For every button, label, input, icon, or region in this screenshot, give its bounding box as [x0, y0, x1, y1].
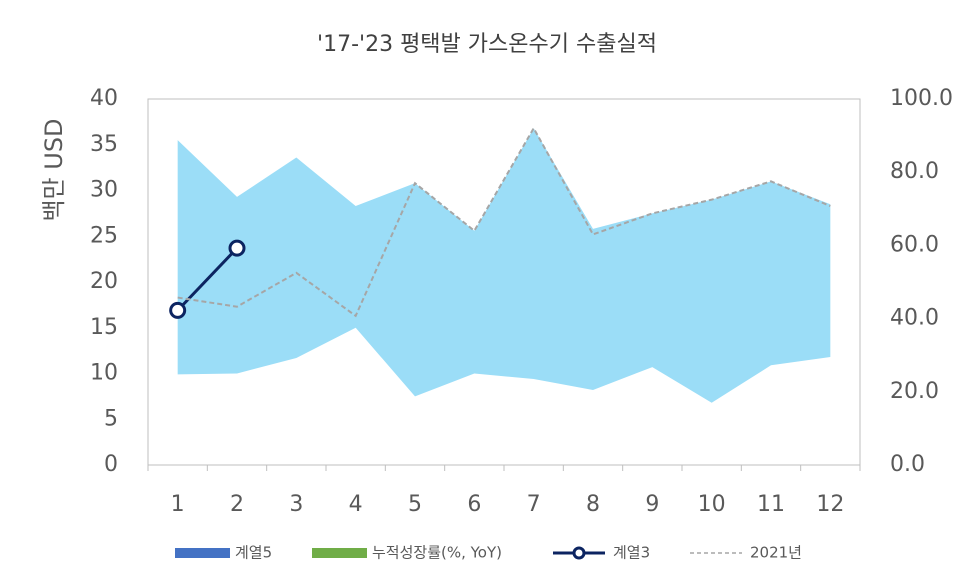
- legend-marker: [572, 546, 586, 560]
- y2-tick-label: 100.0: [890, 86, 953, 111]
- x-tick-label: 9: [645, 492, 659, 517]
- y2-tick-label: 0.0: [890, 452, 925, 477]
- y2-tick-label: 80.0: [890, 159, 939, 184]
- y2-tick-label: 20.0: [890, 379, 939, 404]
- y-tick-label: 20: [90, 269, 118, 294]
- range-band: [177, 128, 831, 403]
- y-tick-label: 40: [90, 86, 118, 111]
- x-tick-label: 10: [698, 492, 726, 517]
- x-tick-label: 1: [171, 492, 185, 517]
- y-tick-label: 10: [90, 361, 118, 386]
- legend-swatch: [312, 548, 367, 558]
- y-axis-title: 백만 USD: [40, 118, 68, 221]
- y-tick-label: 30: [90, 178, 118, 203]
- y2-tick-label: 40.0: [890, 306, 939, 331]
- y2-tick-label: 60.0: [890, 232, 939, 257]
- dashed-line: [177, 126, 831, 318]
- x-tick-label: 6: [467, 492, 481, 517]
- marker: [228, 239, 246, 257]
- y-tick-label: 0: [104, 452, 118, 477]
- y-tick-label: 25: [90, 223, 118, 248]
- y-tick-label: 5: [104, 406, 118, 431]
- x-tick-label: 12: [816, 492, 844, 517]
- legend-label: 2021년: [750, 544, 802, 562]
- x-tick-label: 8: [586, 492, 600, 517]
- legend-label: 누적성장률(%, YoY): [372, 544, 502, 562]
- legend-label: 계열3: [613, 544, 650, 562]
- y-tick-label: 15: [90, 315, 118, 340]
- x-tick-label: 7: [527, 492, 541, 517]
- x-tick-label: 3: [289, 492, 303, 517]
- chart-title: '17-'23 평택발 가스온수기 수출실적: [317, 32, 657, 57]
- marker: [169, 301, 187, 319]
- x-tick-label: 11: [757, 492, 785, 517]
- legend-swatch: [175, 548, 230, 558]
- legend-label: 계열5: [235, 544, 272, 562]
- x-tick-label: 2: [230, 492, 244, 517]
- x-tick-label: 5: [408, 492, 422, 517]
- y-tick-label: 35: [90, 132, 118, 157]
- x-tick-label: 4: [349, 492, 363, 517]
